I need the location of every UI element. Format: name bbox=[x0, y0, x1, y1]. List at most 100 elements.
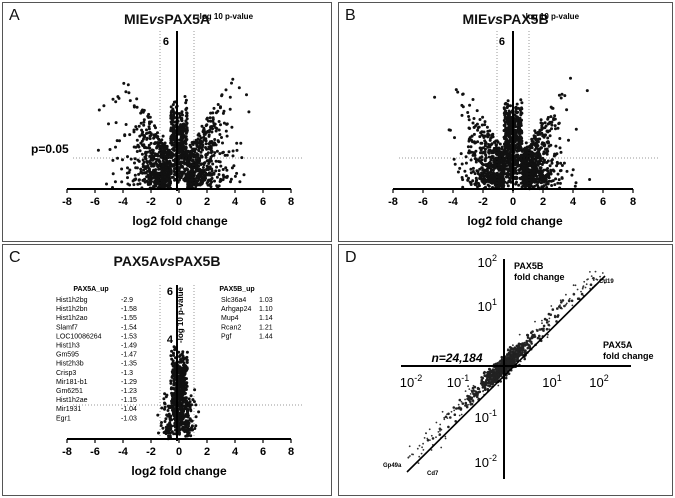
data-point bbox=[189, 409, 193, 413]
data-point bbox=[132, 105, 136, 109]
data-point bbox=[543, 134, 547, 137]
data-point bbox=[149, 141, 153, 145]
data-point bbox=[96, 148, 100, 152]
volcano-plot-a: -8 -6 -4 -2 0 2 4 6 8 6 -log 10 p-value log2 fol… bbox=[31, 12, 303, 228]
data-point bbox=[203, 161, 207, 165]
data-point bbox=[513, 113, 517, 117]
data-point bbox=[508, 159, 512, 163]
data-point bbox=[169, 354, 173, 358]
data-point bbox=[154, 178, 158, 182]
data-point bbox=[202, 138, 206, 142]
data-point bbox=[191, 163, 195, 167]
gene-name: Gm6251 bbox=[56, 388, 83, 395]
gene-log2fc: -1.04 bbox=[121, 406, 137, 413]
data-point bbox=[567, 138, 570, 142]
data-point bbox=[556, 307, 559, 310]
data-point bbox=[471, 179, 475, 183]
data-point bbox=[173, 111, 177, 115]
data-point bbox=[480, 123, 484, 127]
data-point bbox=[542, 329, 545, 332]
data-point bbox=[214, 159, 218, 163]
data-point bbox=[506, 353, 509, 356]
data-point bbox=[491, 376, 493, 379]
data-point bbox=[200, 178, 204, 181]
data-point bbox=[541, 322, 543, 325]
data-point bbox=[504, 101, 508, 105]
data-point bbox=[483, 370, 486, 374]
data-point bbox=[127, 91, 131, 95]
data-point bbox=[428, 428, 431, 431]
data-point bbox=[408, 445, 411, 448]
data-point bbox=[519, 128, 523, 132]
data-point bbox=[530, 342, 533, 345]
data-point bbox=[516, 347, 519, 350]
data-point bbox=[570, 173, 574, 177]
data-point bbox=[483, 120, 487, 124]
data-point bbox=[158, 160, 162, 164]
gene-name: Egr1 bbox=[56, 415, 71, 422]
data-point bbox=[520, 350, 523, 353]
data-point bbox=[502, 111, 506, 115]
data-point bbox=[497, 372, 500, 376]
data-point bbox=[540, 177, 544, 181]
data-point bbox=[497, 375, 500, 378]
data-point bbox=[182, 398, 186, 402]
data-point bbox=[185, 129, 189, 133]
data-point bbox=[223, 153, 227, 157]
data-point bbox=[160, 421, 163, 424]
data-point bbox=[493, 148, 497, 152]
data-point bbox=[504, 134, 508, 138]
data-point bbox=[523, 184, 526, 188]
data-point bbox=[181, 156, 185, 160]
data-point bbox=[199, 155, 203, 159]
data-point bbox=[172, 100, 176, 104]
data-point bbox=[213, 179, 216, 183]
data-point bbox=[145, 136, 149, 140]
data-point bbox=[198, 144, 202, 148]
data-point bbox=[515, 102, 519, 106]
data-point bbox=[201, 172, 205, 176]
data-point bbox=[480, 179, 484, 183]
data-point bbox=[472, 117, 476, 120]
data-point bbox=[215, 149, 219, 153]
data-point bbox=[169, 381, 173, 385]
data-point bbox=[111, 158, 115, 162]
data-point bbox=[180, 396, 184, 400]
data-point bbox=[162, 397, 166, 401]
data-point bbox=[184, 381, 188, 385]
data-point bbox=[449, 416, 452, 419]
data-point bbox=[433, 95, 437, 99]
data-point bbox=[546, 140, 550, 144]
gene-log2fc: 1.21 bbox=[259, 324, 273, 331]
data-point bbox=[135, 138, 139, 142]
data-point bbox=[535, 138, 539, 142]
data-point bbox=[132, 145, 136, 149]
y-axis-label: -log 10 p-value bbox=[523, 12, 580, 21]
data-point bbox=[160, 141, 164, 145]
data-point bbox=[171, 103, 175, 107]
gene-log2fc: -1.58 bbox=[121, 306, 137, 313]
data-point bbox=[208, 144, 212, 148]
data-point bbox=[120, 180, 124, 184]
x-tick-label: 4 bbox=[570, 196, 577, 208]
data-point bbox=[520, 131, 524, 135]
gene-log2fc: -1.03 bbox=[121, 415, 137, 422]
data-point bbox=[114, 145, 117, 149]
data-point bbox=[164, 417, 168, 421]
data-point bbox=[168, 404, 172, 408]
data-point bbox=[483, 144, 487, 148]
data-point bbox=[179, 408, 183, 412]
y-tick-6: 6 bbox=[167, 286, 173, 298]
data-point bbox=[536, 149, 540, 153]
data-point bbox=[136, 182, 140, 186]
data-point bbox=[459, 408, 463, 411]
data-point bbox=[187, 156, 191, 160]
data-point bbox=[488, 381, 491, 384]
x-tick-label: -4 bbox=[118, 446, 129, 458]
panel-d: D 10-2 10-1 101 102 102 101 10-1 10-2 PAX5B fol… bbox=[338, 244, 673, 496]
data-point bbox=[487, 177, 491, 181]
data-point bbox=[584, 286, 587, 289]
data-point bbox=[182, 408, 186, 412]
data-point bbox=[542, 144, 546, 148]
data-point bbox=[548, 324, 551, 327]
